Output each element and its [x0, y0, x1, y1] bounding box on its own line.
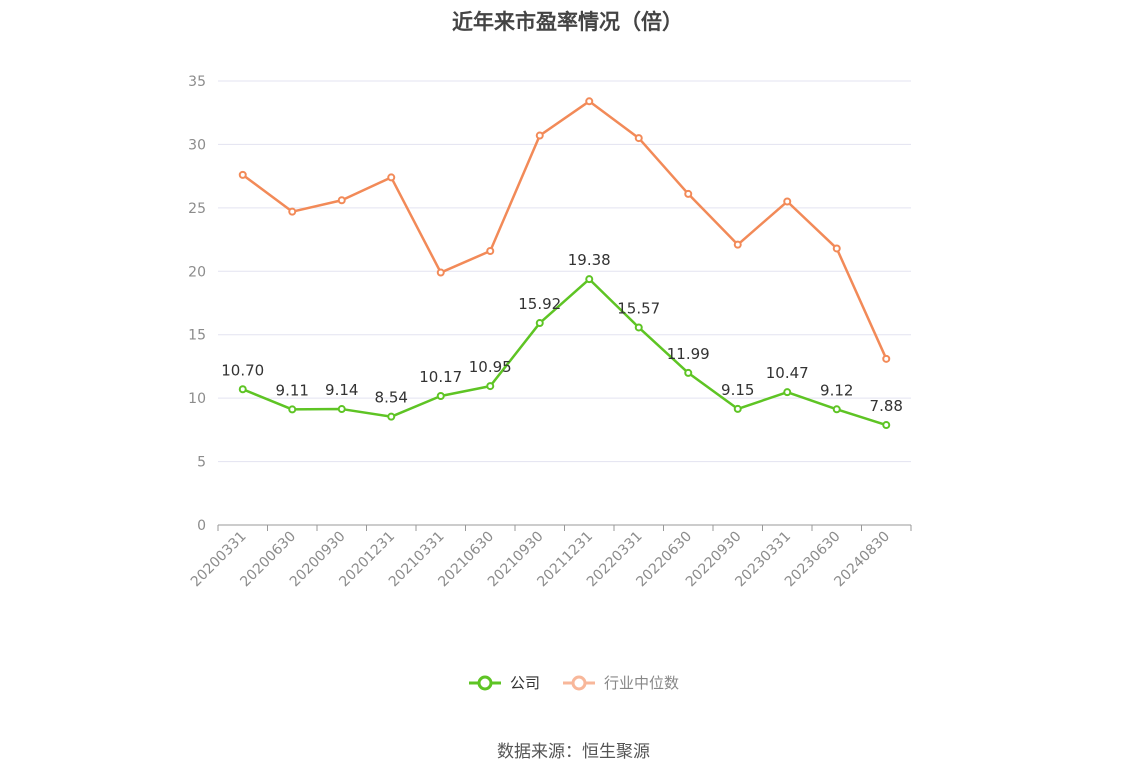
- y-tick-label: 15: [188, 328, 206, 344]
- company-data-label: 15.57: [617, 299, 660, 317]
- company-data-label: 7.88: [870, 397, 903, 415]
- x-axis-ticks: 2020033120200630202009302020123120210331…: [188, 529, 893, 591]
- company-point: [783, 388, 792, 397]
- y-tick-label: 10: [188, 391, 206, 407]
- company-data-label: 10.17: [419, 368, 462, 386]
- y-tick-label: 25: [188, 201, 206, 217]
- company-point: [882, 421, 891, 430]
- company-data-label: 10.95: [469, 358, 512, 376]
- company-data-label: 10.47: [766, 364, 809, 382]
- company-point: [733, 404, 742, 413]
- industry-point: [783, 197, 792, 206]
- x-axis: [217, 524, 912, 531]
- company-data-label: 15.92: [518, 295, 561, 313]
- source-note: 数据来源：恒生聚源: [497, 742, 650, 762]
- company-series-line: [242, 277, 887, 427]
- line-chart: 0 5 10 15 20 25 30 35 2020033120200630202009302…: [188, 74, 912, 591]
- company-point: [238, 385, 247, 394]
- company-data-label: 9.14: [325, 381, 358, 399]
- company-data-label: 10.70: [221, 361, 264, 379]
- y-tick-label: 0: [197, 518, 206, 534]
- industry-point: [436, 268, 445, 277]
- industry-point: [882, 354, 891, 363]
- grid-lines: [218, 80, 911, 463]
- company-point: [585, 275, 594, 284]
- legend-item-company[interactable]: 公司: [468, 672, 540, 693]
- company-data-label: 9.12: [820, 381, 853, 399]
- legend-industry-icon: [563, 675, 595, 690]
- company-point: [387, 412, 396, 421]
- industry-point: [238, 170, 247, 179]
- industry-point: [288, 207, 297, 216]
- company-data-label: 11.99: [667, 345, 710, 363]
- legend-item-industry[interactable]: 行业中位数: [562, 672, 679, 693]
- y-tick-label: 5: [197, 455, 206, 471]
- company-point: [337, 405, 346, 414]
- y-tick-label: 35: [188, 74, 206, 90]
- series-layer: [238, 97, 891, 430]
- legend-label-industry: 行业中位数: [604, 674, 680, 692]
- company-point: [535, 319, 544, 328]
- industry-point: [832, 244, 841, 253]
- company-data-label: 8.54: [375, 389, 408, 407]
- y-tick-label: 20: [188, 264, 206, 280]
- company-data-label: 19.38: [568, 251, 611, 269]
- y-tick-label: 30: [188, 137, 206, 153]
- company-point: [634, 323, 643, 332]
- chart-title: 近年来市盈率情况（倍）: [452, 10, 683, 34]
- company-point: [288, 405, 297, 414]
- data-labels: 10.70 9.11 9.14 8.54 10.17 10.95 15.92 19.38 15.…: [221, 251, 903, 415]
- company-point: [684, 368, 693, 377]
- legend: 公司 行业中位数: [0, 672, 1147, 693]
- industry-point: [733, 240, 742, 249]
- industry-point: [585, 97, 594, 106]
- industry-point: [387, 173, 396, 182]
- industry-point: [634, 134, 643, 143]
- y-axis-ticks: 0 5 10 15 20 25 30 35: [188, 74, 206, 534]
- industry-point: [535, 131, 544, 140]
- company-point: [832, 405, 841, 414]
- company-data-label: 9.15: [721, 381, 754, 399]
- industry-point: [684, 189, 693, 198]
- industry-series-line: [242, 100, 888, 360]
- legend-label-company: 公司: [509, 674, 540, 692]
- legend-company-icon: [468, 675, 501, 690]
- company-point: [436, 391, 445, 400]
- company-data-label: 9.11: [276, 381, 309, 399]
- industry-point: [337, 196, 346, 205]
- industry-point: [486, 246, 495, 255]
- company-point: [486, 382, 495, 391]
